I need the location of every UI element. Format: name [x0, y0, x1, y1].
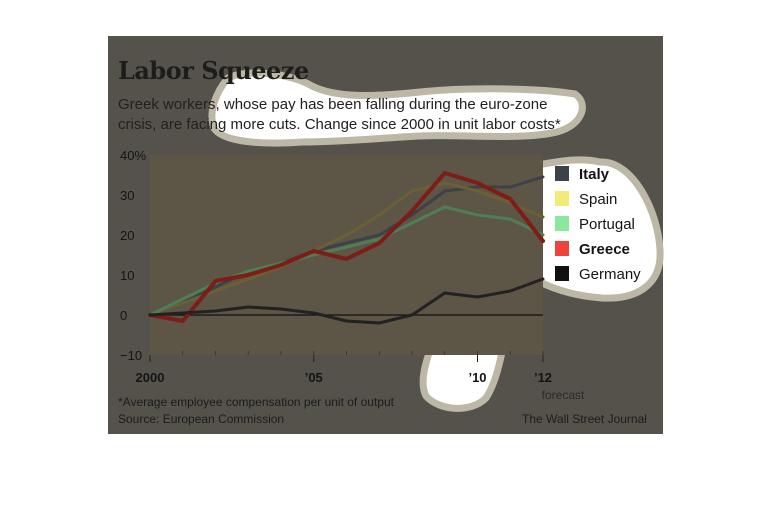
footnote: *Average employee compensation per unit … [118, 395, 394, 409]
y-tick-label: 40% [120, 148, 146, 163]
legend-swatch [555, 191, 569, 206]
legend-swatch [555, 166, 569, 181]
legend-label: Italy [579, 166, 610, 183]
series-line-spain [148, 181, 545, 317]
series-lines [148, 171, 545, 325]
series-line-italy [148, 175, 545, 317]
x-tick-label: ’12 [534, 370, 552, 385]
series-line-greece [148, 171, 545, 323]
x-tick-label: 2000 [136, 370, 165, 385]
forecast-label: forecast [542, 388, 585, 402]
legend-label: Greece [579, 241, 630, 258]
y-tick-label: 30 [120, 188, 134, 203]
chart-title: Labor Squeeze [118, 56, 309, 85]
legend-label: Portugal [579, 216, 635, 233]
credit-note: The Wall Street Journal [522, 412, 647, 426]
legend-swatch [555, 266, 569, 281]
x-tick-label: ’10 [468, 370, 486, 385]
legend-swatch [555, 216, 569, 231]
series-line-germany [148, 277, 545, 325]
y-tick-label: 0 [120, 308, 127, 323]
legend-label: Spain [579, 191, 617, 208]
legend-label: Germany [579, 266, 641, 283]
source-note: Source: European Commission [118, 412, 285, 426]
y-tick-label: 10 [120, 268, 134, 283]
axis-ticks: −10 0 10 20 30 40% 2000 ’05 ’10 ’12 forecast [120, 148, 585, 402]
legend: Italy Spain Portugal Greece Germany [555, 166, 641, 283]
y-tick-label: −10 [120, 348, 142, 363]
chart-subtitle: Greek workers, whose pay has been fallin… [118, 96, 561, 133]
blob-subtitle [208, 69, 586, 147]
legend-swatch [555, 241, 569, 256]
y-tick-label: 20 [120, 228, 134, 243]
x-tick-label: ’05 [305, 370, 323, 385]
